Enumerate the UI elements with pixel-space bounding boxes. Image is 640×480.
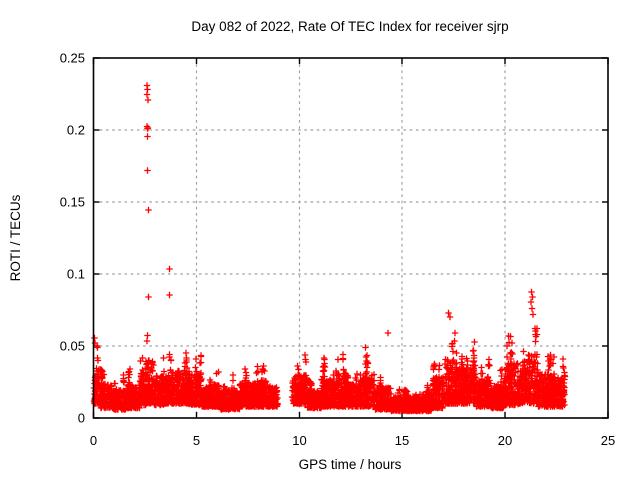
tick-label: 5	[193, 433, 200, 448]
tick-label: 15	[395, 433, 409, 448]
tick-label: 25	[601, 433, 615, 448]
x-axis-label: GPS time / hours	[299, 457, 402, 472]
tick-label: 10	[292, 433, 306, 448]
data-points	[90, 82, 569, 415]
tick-labels: 0 5 10 15 20 25 0 0.05 0.1 0.15 0.2 0.25	[60, 51, 616, 449]
y-axis-label: ROTI / TECUs	[8, 194, 23, 281]
tick-label: 0.25	[60, 51, 85, 66]
tick-label: 0	[90, 433, 97, 448]
tick-label: 0.1	[67, 267, 85, 282]
plot-border	[92, 57, 609, 419]
chart-title: Day 082 of 2022, Rate Of TEC Index for r…	[191, 19, 508, 34]
tick-label: 0	[78, 411, 85, 426]
tick-label: 0.15	[60, 195, 85, 210]
tick-label: 0.2	[67, 123, 85, 138]
tick-label: 20	[498, 433, 512, 448]
tick-label: 0.05	[60, 339, 85, 354]
